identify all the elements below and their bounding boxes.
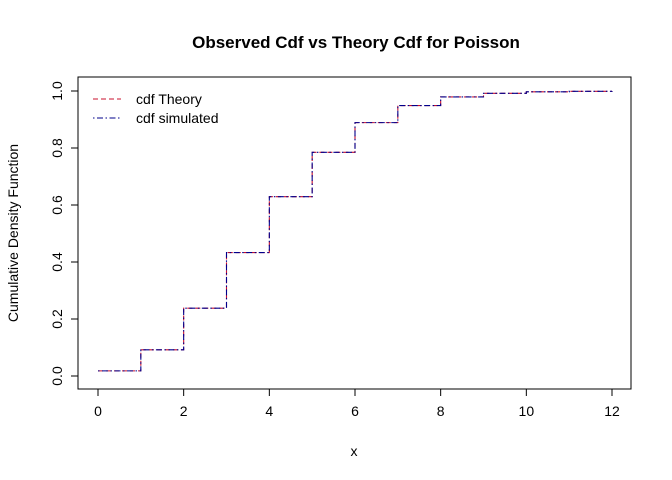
chart-title: Observed Cdf vs Theory Cdf for Poisson [192, 33, 520, 52]
x-tick-label: 0 [94, 403, 102, 419]
x-axis: 0 2 4 6 8 10 12 [94, 388, 620, 419]
x-tick-label: 2 [180, 403, 188, 419]
y-axis-label: Cumulative Density Function [5, 144, 21, 322]
x-tick-label: 10 [519, 403, 535, 419]
x-tick-label: 4 [265, 403, 273, 419]
series-line-1 [98, 90, 613, 372]
legend: cdf Theory cdf simulated [93, 91, 218, 126]
legend-label: cdf simulated [136, 110, 218, 126]
legend-label: cdf Theory [136, 91, 202, 107]
y-tick-label: 0.8 [49, 138, 65, 158]
y-tick-label: 0.6 [49, 195, 65, 215]
x-tick-label: 8 [437, 403, 445, 419]
x-tick-label: 12 [604, 403, 620, 419]
y-tick-label: 1.0 [49, 81, 65, 101]
y-axis: 0.0 0.2 0.4 0.6 0.8 1.0 [49, 81, 79, 386]
y-tick-label: 0.2 [49, 309, 65, 329]
y-tick-label: 0.4 [49, 252, 65, 272]
y-tick-label: 0.0 [49, 366, 65, 386]
x-tick-label: 6 [351, 403, 359, 419]
x-axis-label: x [351, 443, 358, 459]
series-layer [97, 90, 613, 372]
